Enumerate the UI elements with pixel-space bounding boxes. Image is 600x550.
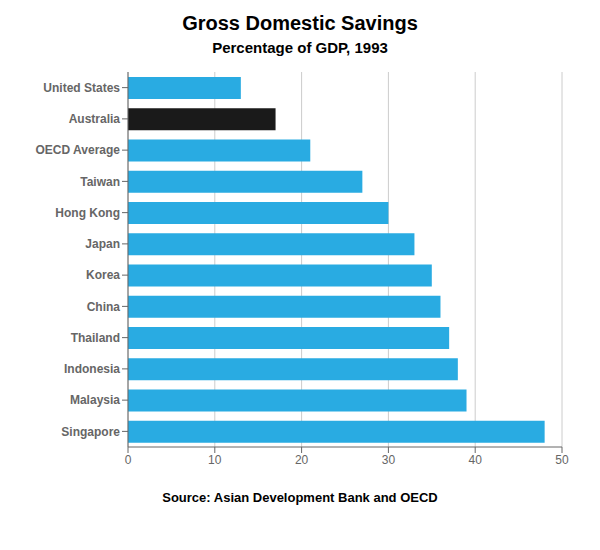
svg-text:10: 10 (208, 453, 222, 467)
svg-text:30: 30 (382, 453, 396, 467)
html-text:Gross Domestic Savings: Gross Domestic Savings (182, 12, 418, 34)
svg-text:OECD Average: OECD Average (36, 143, 121, 157)
html-text:Source: Asian Development Bank: Source: Asian Development Bank and OECD (162, 490, 438, 505)
svg-text:China: China (87, 300, 121, 314)
svg-text:Indonesia: Indonesia (64, 362, 120, 376)
html-text:Percentage of GDP, 1993: Percentage of GDP, 1993 (212, 39, 388, 56)
svg-text:Australia: Australia (69, 112, 121, 126)
svg-text:United States: United States (43, 81, 120, 95)
svg-text:Malaysia: Malaysia (70, 393, 120, 407)
svg-text:0: 0 (125, 453, 132, 467)
svg-text:Korea: Korea (86, 268, 120, 282)
svg-text:Singapore: Singapore (61, 425, 120, 439)
svg-text:50: 50 (555, 453, 569, 467)
svg-text:Japan: Japan (85, 237, 120, 251)
svg-text:Taiwan: Taiwan (80, 175, 120, 189)
svg-text:40: 40 (469, 453, 483, 467)
svg-text:Hong Kong: Hong Kong (55, 206, 120, 220)
svg-text:Thailand: Thailand (71, 331, 120, 345)
svg-text:20: 20 (295, 453, 309, 467)
